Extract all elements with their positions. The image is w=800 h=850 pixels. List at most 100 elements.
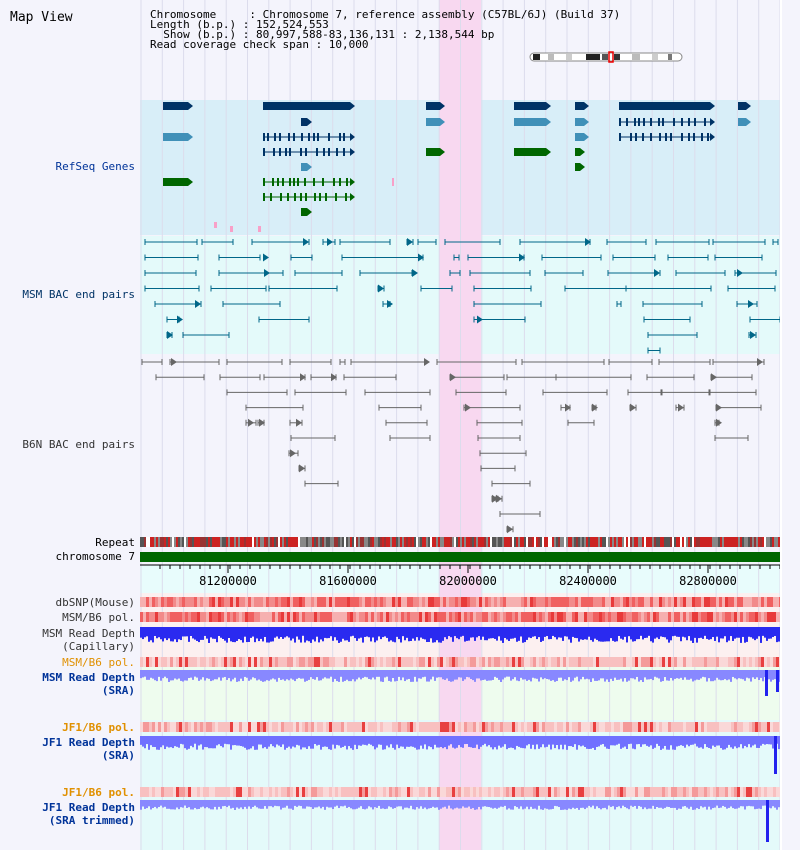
heat-cell <box>377 787 380 797</box>
depth-bar <box>744 627 746 643</box>
depth-bar <box>724 627 726 637</box>
depth-bar <box>540 627 542 642</box>
heat-cell <box>344 722 347 732</box>
heat-cell <box>770 612 773 622</box>
depth-bar <box>494 627 496 639</box>
depth-bar <box>476 670 478 679</box>
depth-bar <box>590 800 592 808</box>
track-label-refseq[interactable]: RefSeq Genes <box>55 160 135 173</box>
heat-cell <box>524 657 527 667</box>
depth-bar <box>214 627 216 639</box>
heat-cell <box>659 722 662 732</box>
depth-bar <box>584 736 586 747</box>
repeat-element <box>718 537 720 547</box>
heat-cell <box>281 787 284 797</box>
heat-cell <box>290 612 293 622</box>
heat-cell <box>140 787 143 797</box>
heat-cell <box>599 597 602 607</box>
depth-bar <box>770 800 772 809</box>
depth-bar <box>184 736 186 749</box>
heat-cell <box>206 657 209 667</box>
depth-bar <box>476 627 478 638</box>
depth-bar <box>710 627 712 640</box>
depth-bar <box>568 800 570 809</box>
heat-cell <box>473 657 476 667</box>
gene-exon <box>297 178 299 186</box>
heat-cell <box>548 787 551 797</box>
heat-cell <box>761 722 764 732</box>
heat-cell <box>539 787 542 797</box>
repeat-element <box>298 537 300 547</box>
heat-cell <box>230 597 233 607</box>
depth-bar <box>236 800 238 808</box>
heat-cell <box>191 612 194 622</box>
heat-cell <box>179 612 182 622</box>
repeat-element <box>552 537 554 547</box>
heat-cell <box>623 597 626 607</box>
heat-cell <box>671 722 674 732</box>
depth-bar <box>688 627 690 637</box>
heat-cell <box>281 657 284 667</box>
heat-cell <box>686 597 689 607</box>
repeat-element <box>504 537 506 547</box>
heat-cell <box>239 722 242 732</box>
track-label-b6n-bac[interactable]: B6N BAC end pairs <box>22 438 135 451</box>
depth-bar <box>460 800 462 809</box>
repeat-element <box>658 537 660 547</box>
depth-bar <box>660 627 662 637</box>
depth-bar <box>702 627 704 639</box>
depth-bar <box>530 736 532 749</box>
heat-cell <box>734 597 737 607</box>
heat-cell <box>563 722 566 732</box>
depth-bar <box>514 670 516 678</box>
heat-cell <box>476 722 479 732</box>
heat-cell <box>773 787 776 797</box>
track-label-msm-bac[interactable]: MSM BAC end pairs <box>22 288 135 301</box>
heat-cell <box>404 657 407 667</box>
depth-bar <box>754 800 756 810</box>
gene-exon <box>285 148 287 156</box>
bac-end-arrow <box>716 418 722 427</box>
heat-cell <box>614 722 617 732</box>
depth-bar <box>520 627 522 637</box>
depth-bar <box>498 736 500 746</box>
heat-cell <box>224 657 227 667</box>
depth-bar <box>558 800 560 808</box>
depth-bar <box>390 627 392 641</box>
repeat-element <box>768 537 770 547</box>
depth-bar <box>414 670 416 677</box>
heat-cell <box>329 597 332 607</box>
heat-cell <box>470 787 473 797</box>
repeat-element <box>754 537 756 547</box>
depth-bar <box>286 627 288 637</box>
repeat-element <box>254 537 256 547</box>
depth-bar <box>446 800 448 809</box>
depth-bar <box>342 736 344 747</box>
heat-cell <box>233 787 236 797</box>
heat-cell <box>599 612 602 622</box>
heat-cell <box>338 787 341 797</box>
depth-bar <box>322 736 324 747</box>
gene-exon <box>339 178 341 186</box>
depth-bar <box>514 736 516 750</box>
repeat-element <box>488 537 490 547</box>
depth-bar <box>584 800 586 810</box>
axis-tick-label: 82000000 <box>439 574 497 588</box>
heat-cell <box>176 722 179 732</box>
bac-end-arrow <box>496 494 502 503</box>
heat-cell <box>524 722 527 732</box>
heat-cell <box>314 722 317 732</box>
heat-cell <box>488 657 491 667</box>
depth-bar <box>500 627 502 641</box>
depth-bar <box>170 627 172 642</box>
repeat-element <box>558 537 560 547</box>
depth-bar <box>180 736 182 744</box>
depth-bar <box>394 736 396 750</box>
repeat-element <box>550 537 552 547</box>
repeat-element <box>548 537 550 547</box>
depth-bar <box>498 627 500 637</box>
heat-cell <box>308 657 311 667</box>
repeat-element <box>670 537 672 547</box>
depth-bar <box>454 627 456 637</box>
